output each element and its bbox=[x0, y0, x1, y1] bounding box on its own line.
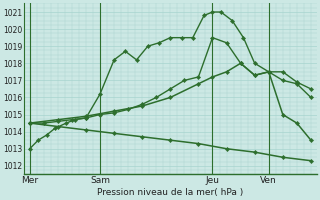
X-axis label: Pression niveau de la mer( hPa ): Pression niveau de la mer( hPa ) bbox=[97, 188, 244, 197]
